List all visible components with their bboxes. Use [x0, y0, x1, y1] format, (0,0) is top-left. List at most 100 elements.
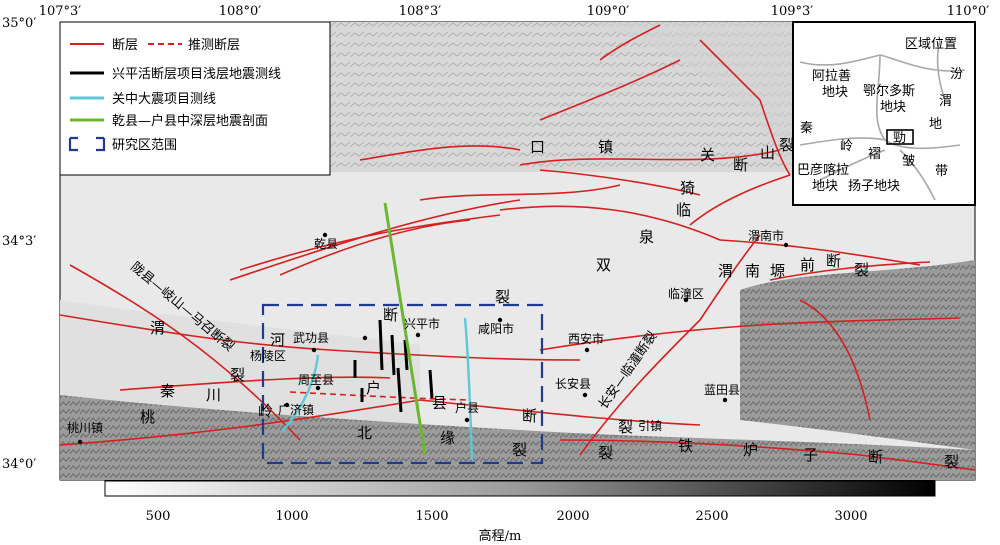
fault-char-lie7: 裂 [944, 453, 959, 471]
inset-sou: 皱 [902, 153, 915, 169]
guanzhong-lines [281, 317, 474, 461]
fault-char-zi: 子 [803, 446, 818, 464]
fault-char-tao: 桃 [140, 408, 155, 426]
inset-yangzi: 扬子地块 [848, 179, 900, 194]
elevation-scale: 500 1000 1500 2000 2500 3000 高程/m [104, 480, 936, 544]
fault-char-tie: 铁 [678, 437, 693, 455]
legend: 断层 推测断层 兴平活断层项目浅层地震测线 关中大震项目测线 乾县—户县中深层地… [59, 21, 331, 176]
scale-label: 高程/m [479, 528, 522, 544]
fault-char-lie4: 裂 [230, 366, 245, 384]
fault-char-zhen: 镇 [598, 138, 613, 156]
coord-left-1: 35°0′ [2, 16, 36, 31]
coord-top-2: 108°0′ [219, 4, 262, 19]
scale-tick-2500: 2500 [695, 509, 728, 524]
fault-char-lie: 裂 [779, 136, 794, 154]
place-yangling: 杨陵区 [250, 348, 286, 363]
inset-di: 地 [929, 117, 942, 132]
fault-char-nan: 南 [745, 262, 760, 280]
inset-zhe: 褶 [868, 147, 881, 162]
fault-char-yuan: 塬 [770, 262, 785, 280]
fault-char-duan5: 断 [868, 448, 883, 466]
scale-tick-500: 500 [146, 509, 171, 524]
fault-char-duan2: 断 [826, 252, 841, 270]
scale-tick-1500: 1500 [415, 509, 448, 524]
inset-study-marker: 勁 [893, 131, 906, 146]
place-changan: 长安县 [555, 376, 591, 391]
coord-left-3: 34°0′ [2, 457, 36, 472]
shallow-seismic-lines [353, 319, 434, 413]
place-zhouzhi: 周至县 [298, 373, 334, 387]
fault-char-he: 河 [270, 331, 285, 349]
coord-top-1: 107°3′ [39, 4, 82, 19]
place-huxian: 户县 [455, 400, 479, 415]
inset-alashan-2: 地块 [822, 85, 848, 100]
fault-char-hu: 户 [366, 379, 381, 397]
coord-top-5: 109°3′ [771, 4, 814, 19]
coord-top-3: 108°3′ [399, 4, 442, 19]
place-names: 乾县 武功县 兴平市 咸阳市 西安市 杨陵区 周至县 广济镇 户县 长安县 蓝田… [67, 228, 784, 435]
fault-char-yuan2: 缘 [440, 429, 455, 447]
fault-char-duan: 断 [733, 156, 748, 174]
fault-char-ling: 岭 [258, 402, 273, 420]
legend-shallow: 兴平活断层项目浅层地震测线 [112, 67, 281, 82]
fault-char-lie6: 裂 [618, 418, 633, 436]
fault-char-shuang: 双 [596, 256, 611, 274]
place-weinan: 渭南市 [748, 228, 784, 243]
place-lantian: 蓝田县 [704, 383, 740, 397]
inferred-fault-line [289, 391, 471, 401]
legend-inferred: 推测断层 [188, 38, 240, 53]
inset-dai: 带 [935, 164, 948, 179]
place-guangji: 广济镇 [278, 402, 314, 417]
legend-study: 研究区范围 [112, 138, 177, 153]
place-xian: 西安市 [568, 331, 604, 346]
inset-map: 区域位置 阿拉善 地块 鄂尔多斯 地块 汾 渭 地 秦 岭 褶 皱 带 勁 巴彦… [792, 21, 976, 206]
place-taochuan: 桃川镇 [67, 420, 103, 435]
fault-char-yinzhen: 引镇 [638, 419, 662, 433]
inset-ordos-2: 地块 [880, 100, 906, 115]
town-dots [77, 232, 789, 445]
fault-char-shan: 山 [760, 144, 775, 162]
fault-char-lie3: 裂 [495, 288, 510, 306]
legend-guanzhong: 关中大震项目测线 [112, 92, 216, 107]
coord-top-6: 110°0′ [947, 4, 990, 19]
scale-tick-2000: 2000 [556, 509, 589, 524]
inset-ordos-1: 鄂尔多斯 [863, 83, 915, 99]
scale-tick-3000: 3000 [834, 509, 867, 524]
legend-fault: 断层 [112, 38, 138, 53]
study-area-box [261, 303, 544, 465]
coordinate-labels: 107°3′ 108°0′ 108°3′ 109°0′ 109°3′ 110°0… [2, 4, 989, 472]
coord-top-4: 109°0′ [587, 4, 630, 19]
fault-char-lie5: 裂 [512, 441, 527, 459]
fault-char-quan: 泉 [639, 228, 654, 246]
place-wugong: 武功县 [293, 331, 329, 345]
inset-region-title: 区域位置 [905, 37, 957, 52]
coord-left-2: 34°3′ [2, 234, 36, 249]
fault-char-xian: 县 [432, 394, 447, 412]
place-xingping: 兴平市 [404, 316, 440, 331]
inset-qin: 秦 [800, 121, 813, 136]
place-qianxian: 乾县 [314, 237, 338, 251]
place-lintong: 临潼区 [668, 286, 704, 301]
scale-tick-1000: 1000 [275, 509, 308, 524]
legend-deep: 乾县—户县中深层地震剖面 [112, 113, 268, 129]
fault-char-lu: 炉 [743, 441, 758, 459]
fault-char-duan4: 断 [522, 407, 537, 425]
fault-char-lin: 临 [676, 201, 691, 219]
fault-char-bei: 北 [357, 424, 372, 442]
deep-profile-line [383, 202, 427, 456]
inset-fen: 汾 [950, 67, 963, 82]
fault-char-qian: 前 [800, 256, 815, 274]
inset-alashan-1: 阿拉善 [812, 68, 851, 84]
fault-char-duan3: 断 [383, 306, 398, 324]
fault-char-yi: 猗 [680, 179, 695, 197]
fault-char-kou: 口 [530, 138, 545, 156]
fault-char-qin: 秦 [160, 382, 175, 400]
fault-char-chuan: 川 [206, 386, 221, 404]
inset-bayan-1: 巴彦喀拉 [797, 162, 849, 178]
place-xianyang: 咸阳市 [478, 321, 514, 336]
fault-char-lie8: 裂 [598, 444, 613, 462]
fault-char-lie2: 裂 [854, 261, 869, 279]
fault-lines [59, 24, 976, 471]
fault-char-wei: 渭 [718, 262, 733, 280]
